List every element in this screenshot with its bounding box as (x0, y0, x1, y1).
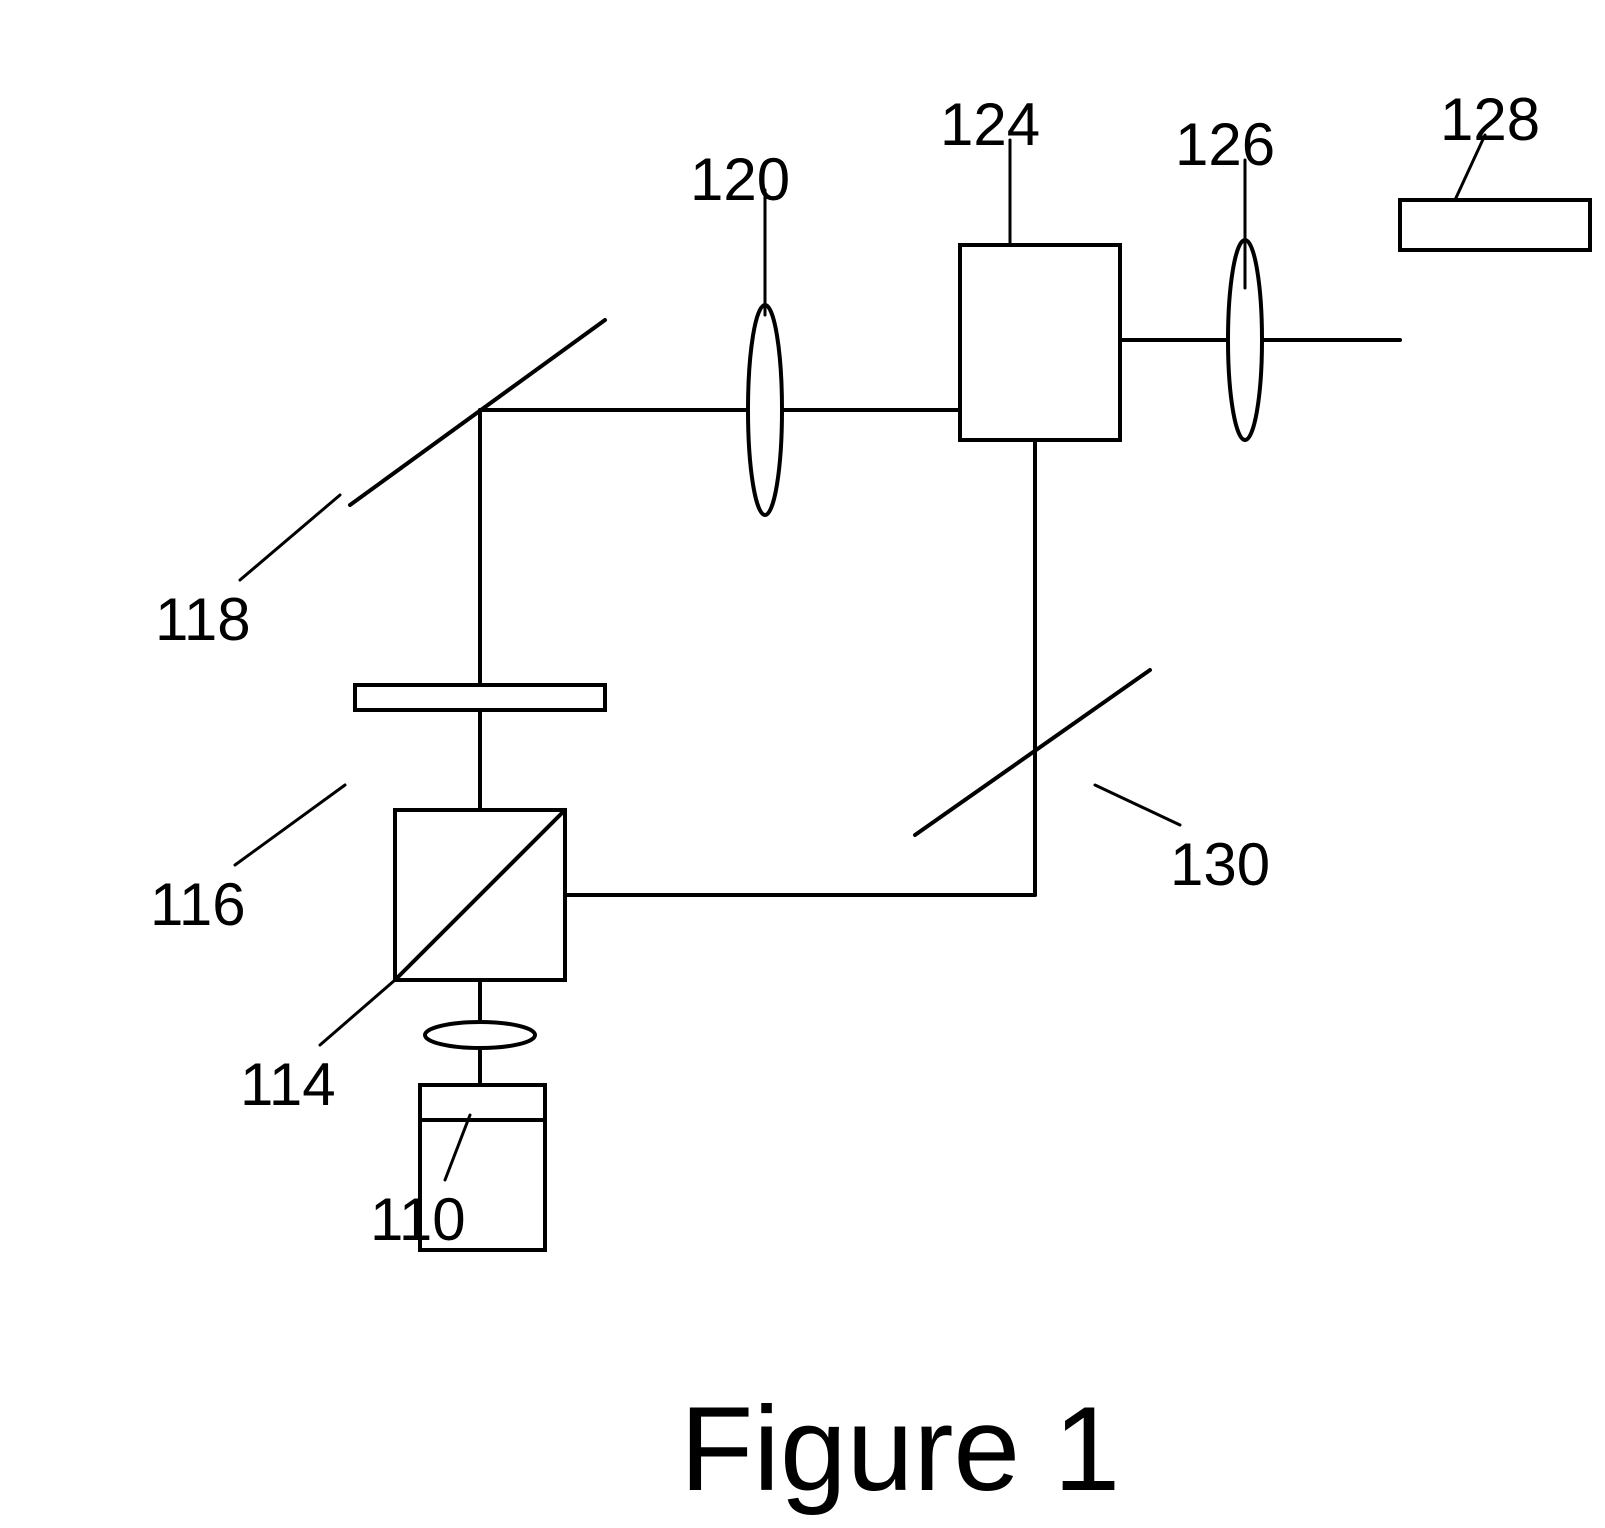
label-126: 126 (1175, 110, 1275, 179)
leader-1 (320, 980, 395, 1045)
label-114: 114 (240, 1050, 336, 1119)
lens-120 (748, 305, 782, 515)
label-124: 124 (940, 90, 1040, 159)
label-118: 118 (155, 585, 251, 654)
label-130: 130 (1170, 830, 1270, 899)
leader-2 (235, 785, 345, 865)
label-120: 120 (690, 145, 790, 214)
optical-diagram (0, 0, 1605, 1528)
label-116: 116 (150, 870, 246, 939)
plate-116 (355, 685, 605, 710)
figure-caption: Figure 1 (680, 1380, 1120, 1518)
mirror-118 (350, 320, 605, 505)
source-110-lens (425, 1022, 535, 1048)
mirror-130 (915, 670, 1150, 835)
label-128: 128 (1440, 85, 1540, 154)
detector-128 (1400, 200, 1590, 250)
leader-3 (240, 495, 340, 580)
label-110: 110 (370, 1185, 466, 1254)
figure-canvas: 110 114 116 118 120 124 126 128 130 Figu… (0, 0, 1605, 1528)
leader-8 (1095, 785, 1180, 825)
component-124 (960, 245, 1120, 440)
